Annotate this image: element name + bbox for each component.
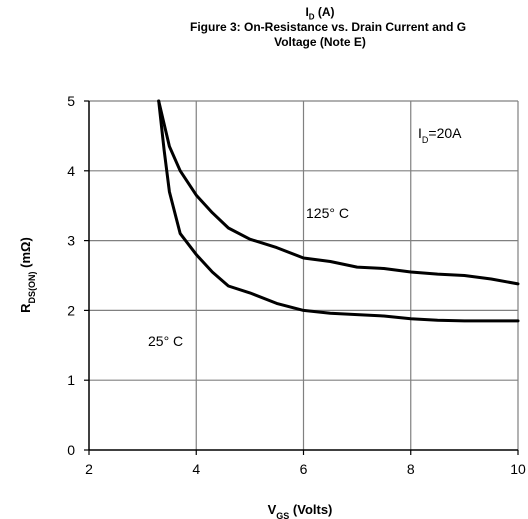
x-tick-label-2: 2 [85,461,93,477]
x-tick-label-6: 6 [300,461,308,477]
series-lines [157,99,520,323]
x-tick-labels: 2 4 6 8 10 [85,461,526,477]
y-tick-label-5: 5 [67,93,75,109]
x-tick-label-10: 10 [510,461,526,477]
y-tick-label-1: 1 [67,372,75,388]
series-line-25c [157,99,520,323]
annotation-id-20a: ID=20A [418,125,462,145]
chart-title-line1: Figure 3: On-Resistance vs. Drain Curren… [190,20,467,34]
series-line-125c [157,99,520,286]
annotation-125c: 125° C [306,205,349,221]
y-tick-label-3: 3 [67,233,75,249]
y-tick-label-4: 4 [67,163,75,179]
drain-current-label: ID (A) [305,5,335,22]
x-tick-label-4: 4 [192,461,200,477]
y-tick-label-2: 2 [67,302,75,318]
annotation-25c: 25° C [148,333,183,349]
y-tick-label-0: 0 [67,442,75,458]
x-tick-label-8: 8 [407,461,415,477]
y-tick-labels: 0 1 2 3 4 5 [67,93,75,458]
y-axis-label: RDS(ON) (mΩ) [18,237,37,313]
chart-title-line2: Voltage (Note E) [274,35,366,49]
x-axis-label: VGS (Volts) [268,502,333,519]
plot-frame [84,100,519,455]
